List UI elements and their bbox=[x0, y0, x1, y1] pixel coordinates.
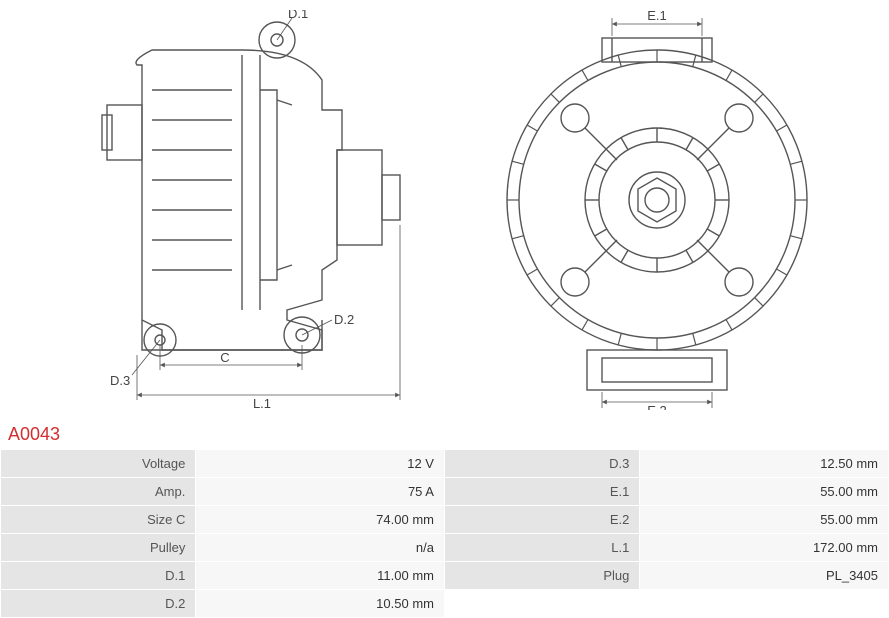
table-row: D.210.50 mm bbox=[1, 590, 889, 618]
spec-label: Plug bbox=[444, 562, 639, 590]
label-e2: E.2 bbox=[647, 403, 667, 410]
spec-label: Voltage bbox=[1, 450, 196, 478]
table-row: Amp.75 AE.155.00 mm bbox=[1, 478, 889, 506]
label-l1: L.1 bbox=[253, 396, 271, 410]
spec-label: Pulley bbox=[1, 534, 196, 562]
diagram-area: D.1 D.2 D.3 C bbox=[0, 0, 889, 420]
spec-value: 74.00 mm bbox=[196, 506, 445, 534]
spec-label: D.3 bbox=[444, 450, 639, 478]
spec-label: E.1 bbox=[444, 478, 639, 506]
spec-value: 12.50 mm bbox=[640, 450, 889, 478]
part-number: A0043 bbox=[0, 420, 889, 449]
spec-value: 55.00 mm bbox=[640, 506, 889, 534]
spec-label: E.2 bbox=[444, 506, 639, 534]
label-d3: D.3 bbox=[110, 373, 130, 388]
spec-label: Amp. bbox=[1, 478, 196, 506]
label-d2: D.2 bbox=[334, 312, 354, 327]
spec-label: L.1 bbox=[444, 534, 639, 562]
spec-label: D.1 bbox=[1, 562, 196, 590]
table-row: Size C74.00 mmE.255.00 mm bbox=[1, 506, 889, 534]
side-view-diagram: D.1 D.2 D.3 C bbox=[42, 10, 422, 420]
spec-value: 10.50 mm bbox=[196, 590, 445, 618]
spec-value: 11.00 mm bbox=[196, 562, 445, 590]
spec-value: n/a bbox=[196, 534, 445, 562]
spec-label: D.2 bbox=[1, 590, 196, 618]
table-row: Pulleyn/aL.1172.00 mm bbox=[1, 534, 889, 562]
spec-value: 12 V bbox=[196, 450, 445, 478]
table-row: Voltage12 VD.312.50 mm bbox=[1, 450, 889, 478]
spec-value bbox=[640, 590, 889, 618]
front-view-diagram: E.1 E.2 bbox=[467, 10, 847, 420]
spec-value: 55.00 mm bbox=[640, 478, 889, 506]
specs-tbody: Voltage12 VD.312.50 mmAmp.75 AE.155.00 m… bbox=[1, 450, 889, 618]
spec-value: 75 A bbox=[196, 478, 445, 506]
spec-value: PL_3405 bbox=[640, 562, 889, 590]
label-d1: D.1 bbox=[288, 10, 308, 21]
specs-table: Voltage12 VD.312.50 mmAmp.75 AE.155.00 m… bbox=[0, 449, 889, 618]
side-view-svg: D.1 D.2 D.3 C bbox=[42, 10, 422, 410]
spec-value: 172.00 mm bbox=[640, 534, 889, 562]
page-container: D.1 D.2 D.3 C bbox=[0, 0, 889, 618]
spec-label bbox=[444, 590, 639, 618]
spec-label: Size C bbox=[1, 506, 196, 534]
label-e1: E.1 bbox=[647, 10, 667, 23]
front-view-svg: E.1 E.2 bbox=[467, 10, 847, 410]
table-row: D.111.00 mmPlugPL_3405 bbox=[1, 562, 889, 590]
label-c: C bbox=[221, 350, 230, 365]
